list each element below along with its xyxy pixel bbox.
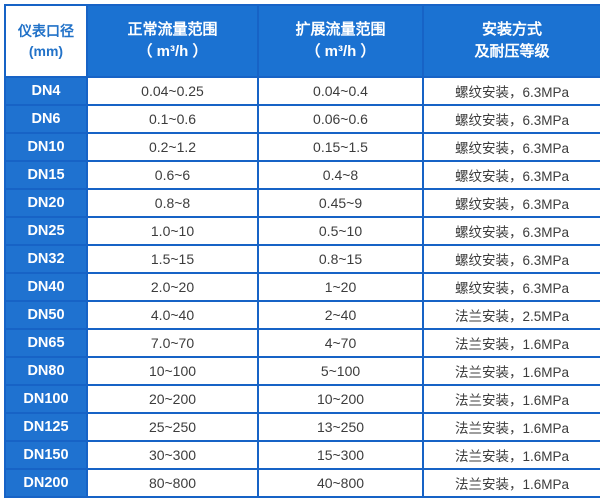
cell-installation-pressure: 螺纹安装，6.3MPa [424,246,600,272]
table-row: DN100 20~200 10~200 法兰安装，1.6MPa [6,386,600,412]
table-body: DN4 0.04~0.25 0.04~0.4 螺纹安装，6.3MPa DN6 0.1~0.… [6,78,600,496]
cell-normal-flow-range: 0.6~6 [88,162,257,188]
cell-installation-pressure: 法兰安装，1.6MPa [424,358,600,384]
cell-installation-pressure: 螺纹安装，6.3MPa [424,162,600,188]
header-cell-normal-flow: 正常流量范围 （ m³/h ） [88,6,257,76]
cell-normal-flow-range: 20~200 [88,386,257,412]
header-extended-line2: （ m³/h ） [305,43,376,60]
cell-normal-flow-range: 30~300 [88,442,257,468]
table-row: DN10 0.2~1.2 0.15~1.5 螺纹安装，6.3MPa [6,134,600,160]
cell-extended-flow-range: 1~20 [259,274,422,300]
cell-normal-flow-range: 7.0~70 [88,330,257,356]
table-row: DN200 80~800 40~800 法兰安装，1.6MPa [6,470,600,496]
header-cell-diameter: 仪表口径 (mm) [6,6,86,76]
table-header: 仪表口径 (mm) 正常流量范围 （ m³/h ） 扩展流量范围 （ m³/h … [6,6,600,76]
header-diameter-line2: (mm) [28,43,64,59]
cell-normal-flow-range: 0.8~8 [88,190,257,216]
spec-table-container: 仪表口径 (mm) 正常流量范围 （ m³/h ） 扩展流量范围 （ m³/h … [4,4,600,498]
header-cell-installation: 安装方式 及耐压等级 [424,6,600,76]
cell-extended-flow-range: 15~300 [259,442,422,468]
cell-nominal-diameter: DN25 [6,218,86,244]
cell-installation-pressure: 法兰安装，1.6MPa [424,442,600,468]
header-normal-line1: 正常流量范围 [127,21,218,39]
header-extended-line1: 扩展流量范围 [295,21,386,39]
table-row: DN25 1.0~10 0.5~10 螺纹安装，6.3MPa [6,218,600,244]
header-install-line2: 及耐压等级 [474,43,550,60]
cell-normal-flow-range: 0.2~1.2 [88,134,257,160]
cell-normal-flow-range: 2.0~20 [88,274,257,300]
cell-extended-flow-range: 2~40 [259,302,422,328]
cell-nominal-diameter: DN200 [6,470,86,496]
cell-nominal-diameter: DN100 [6,386,86,412]
cell-installation-pressure: 法兰安装，1.6MPa [424,470,600,496]
table-row: DN4 0.04~0.25 0.04~0.4 螺纹安装，6.3MPa [6,78,600,104]
cell-extended-flow-range: 40~800 [259,470,422,496]
header-diameter-line1: 仪表口径 [18,22,74,39]
table-row: DN80 10~100 5~100 法兰安装，1.6MPa [6,358,600,384]
cell-installation-pressure: 法兰安装，1.6MPa [424,414,600,440]
cell-extended-flow-range: 4~70 [259,330,422,356]
cell-installation-pressure: 法兰安装，1.6MPa [424,386,600,412]
cell-nominal-diameter: DN40 [6,274,86,300]
cell-installation-pressure: 螺纹安装，6.3MPa [424,274,600,300]
table-row: DN40 2.0~20 1~20 螺纹安装，6.3MPa [6,274,600,300]
cell-extended-flow-range: 10~200 [259,386,422,412]
table-row: DN32 1.5~15 0.8~15 螺纹安装，6.3MPa [6,246,600,272]
cell-nominal-diameter: DN4 [6,78,86,104]
cell-installation-pressure: 螺纹安装，6.3MPa [424,106,600,132]
cell-normal-flow-range: 1.0~10 [88,218,257,244]
cell-installation-pressure: 法兰安装，1.6MPa [424,330,600,356]
cell-installation-pressure: 螺纹安装，6.3MPa [424,218,600,244]
cell-extended-flow-range: 5~100 [259,358,422,384]
cell-nominal-diameter: DN20 [6,190,86,216]
cell-extended-flow-range: 0.5~10 [259,218,422,244]
header-normal-line2: （ m³/h ） [137,43,208,60]
cell-normal-flow-range: 0.04~0.25 [88,78,257,104]
cell-nominal-diameter: DN150 [6,442,86,468]
cell-nominal-diameter: DN32 [6,246,86,272]
table-row: DN125 25~250 13~250 法兰安装，1.6MPa [6,414,600,440]
table-row: DN20 0.8~8 0.45~9 螺纹安装，6.3MPa [6,190,600,216]
header-cell-extended-flow: 扩展流量范围 （ m³/h ） [259,6,422,76]
header-row: 仪表口径 (mm) 正常流量范围 （ m³/h ） 扩展流量范围 （ m³/h … [6,6,600,76]
cell-installation-pressure: 螺纹安装，6.3MPa [424,134,600,160]
table-row: DN6 0.1~0.6 0.06~0.6 螺纹安装，6.3MPa [6,106,600,132]
cell-nominal-diameter: DN65 [6,330,86,356]
cell-nominal-diameter: DN80 [6,358,86,384]
table-row: DN65 7.0~70 4~70 法兰安装，1.6MPa [6,330,600,356]
cell-extended-flow-range: 0.06~0.6 [259,106,422,132]
cell-installation-pressure: 螺纹安装，6.3MPa [424,78,600,104]
cell-normal-flow-range: 1.5~15 [88,246,257,272]
cell-installation-pressure: 螺纹安装，6.3MPa [424,190,600,216]
cell-normal-flow-range: 4.0~40 [88,302,257,328]
header-install-line1: 安装方式 [481,21,542,39]
table-row: DN150 30~300 15~300 法兰安装，1.6MPa [6,442,600,468]
cell-extended-flow-range: 0.45~9 [259,190,422,216]
cell-nominal-diameter: DN50 [6,302,86,328]
table-row: DN15 0.6~6 0.4~8 螺纹安装，6.3MPa [6,162,600,188]
cell-normal-flow-range: 80~800 [88,470,257,496]
cell-extended-flow-range: 0.8~15 [259,246,422,272]
cell-extended-flow-range: 13~250 [259,414,422,440]
cell-normal-flow-range: 0.1~0.6 [88,106,257,132]
cell-normal-flow-range: 25~250 [88,414,257,440]
cell-extended-flow-range: 0.15~1.5 [259,134,422,160]
cell-nominal-diameter: DN10 [6,134,86,160]
cell-normal-flow-range: 10~100 [88,358,257,384]
cell-nominal-diameter: DN15 [6,162,86,188]
cell-nominal-diameter: DN125 [6,414,86,440]
flow-meter-spec-table: 仪表口径 (mm) 正常流量范围 （ m³/h ） 扩展流量范围 （ m³/h … [4,4,600,498]
cell-extended-flow-range: 0.4~8 [259,162,422,188]
cell-installation-pressure: 法兰安装，2.5MPa [424,302,600,328]
cell-extended-flow-range: 0.04~0.4 [259,78,422,104]
cell-nominal-diameter: DN6 [6,106,86,132]
table-row: DN50 4.0~40 2~40 法兰安装，2.5MPa [6,302,600,328]
